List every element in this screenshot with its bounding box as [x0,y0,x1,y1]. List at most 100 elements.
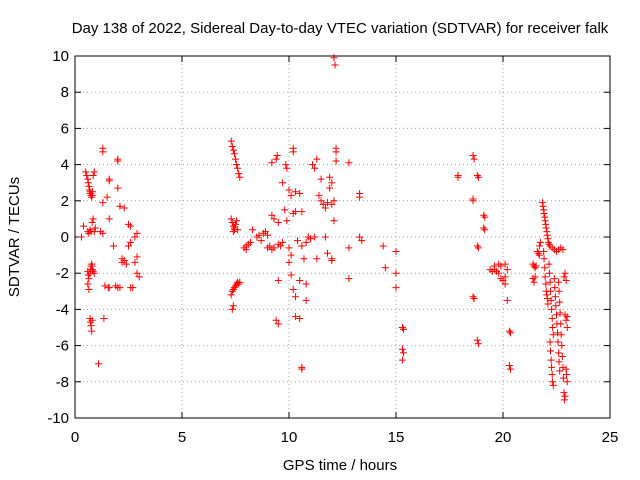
data-point [89,171,97,179]
data-point [563,371,571,379]
data-point [309,161,317,169]
y-tick-label: 8 [61,84,69,101]
data-point [561,392,569,400]
data-point [392,247,400,255]
data-point [545,260,553,268]
data-point [345,244,353,252]
data-point [291,293,299,301]
data-point [228,287,236,295]
data-point [229,285,237,293]
data-point [555,358,563,366]
data-point [554,329,562,337]
data-point [548,371,556,379]
data-point [540,209,548,217]
data-point [332,148,340,156]
data-point [84,271,92,279]
data-point [270,244,278,252]
data-point [234,164,242,172]
data-point [501,280,509,288]
data-point [551,284,559,292]
data-point [80,222,88,230]
data-point [543,295,551,303]
data-point [315,191,323,199]
data-point [542,280,550,288]
data-point [506,329,514,337]
data-point [285,186,293,194]
data-point [89,267,97,275]
data-point [317,197,325,205]
data-point [246,238,254,246]
data-point [556,298,564,306]
data-point [300,255,308,263]
chart-title: Day 138 of 2022, Sidereal Day-to-day VTE… [72,20,609,37]
data-point [100,314,108,322]
data-point [289,148,297,156]
data-point [562,316,570,324]
data-point [545,240,553,248]
data-point [529,260,537,268]
data-point [542,224,550,232]
data-point [294,237,302,245]
data-point [555,349,563,357]
data-point [324,249,332,257]
data-point [77,233,85,241]
data-point [279,238,287,246]
data-point [105,177,113,185]
data-point [276,242,284,250]
data-point [287,191,295,199]
data-point [298,208,306,216]
data-point [257,237,265,245]
data-point [235,170,243,178]
data-point [103,193,111,201]
data-point [481,226,489,234]
data-point [270,215,278,223]
data-point [311,233,319,241]
y-tick-label: -4 [56,301,69,318]
data-point [530,278,538,286]
data-point [328,200,336,208]
data-point [556,367,564,375]
data-point [398,356,406,364]
data-point [85,285,93,293]
data-point [227,291,235,299]
data-point [82,168,90,176]
data-point [291,188,299,196]
data-point [326,173,334,181]
data-point [228,305,236,313]
data-point [501,273,509,281]
data-point [506,365,514,373]
data-point [287,271,295,279]
data-point [399,325,407,333]
data-point [358,237,366,245]
data-point [298,242,306,250]
data-point [230,284,238,292]
data-point [313,255,321,263]
data-point [557,331,565,339]
data-point [544,300,552,308]
data-point [546,338,554,346]
data-point [311,164,319,172]
data-point [291,208,299,216]
data-point [230,226,238,234]
data-point [89,188,97,196]
data-point [84,179,92,187]
x-tick-label: 15 [388,429,405,446]
data-point [532,262,540,270]
data-point [553,311,560,319]
data-point [127,222,135,230]
data-point [332,157,340,165]
y-tick-label: -2 [56,265,69,282]
data-point [235,280,243,288]
data-point [547,347,555,355]
data-point [559,363,567,371]
data-point [242,246,250,254]
data-point [481,213,489,221]
data-point [84,280,92,288]
data-point [99,229,107,237]
data-point [91,224,99,232]
data-point [95,360,103,368]
data-point [101,282,109,290]
data-point [105,215,113,223]
data-point [497,262,505,270]
